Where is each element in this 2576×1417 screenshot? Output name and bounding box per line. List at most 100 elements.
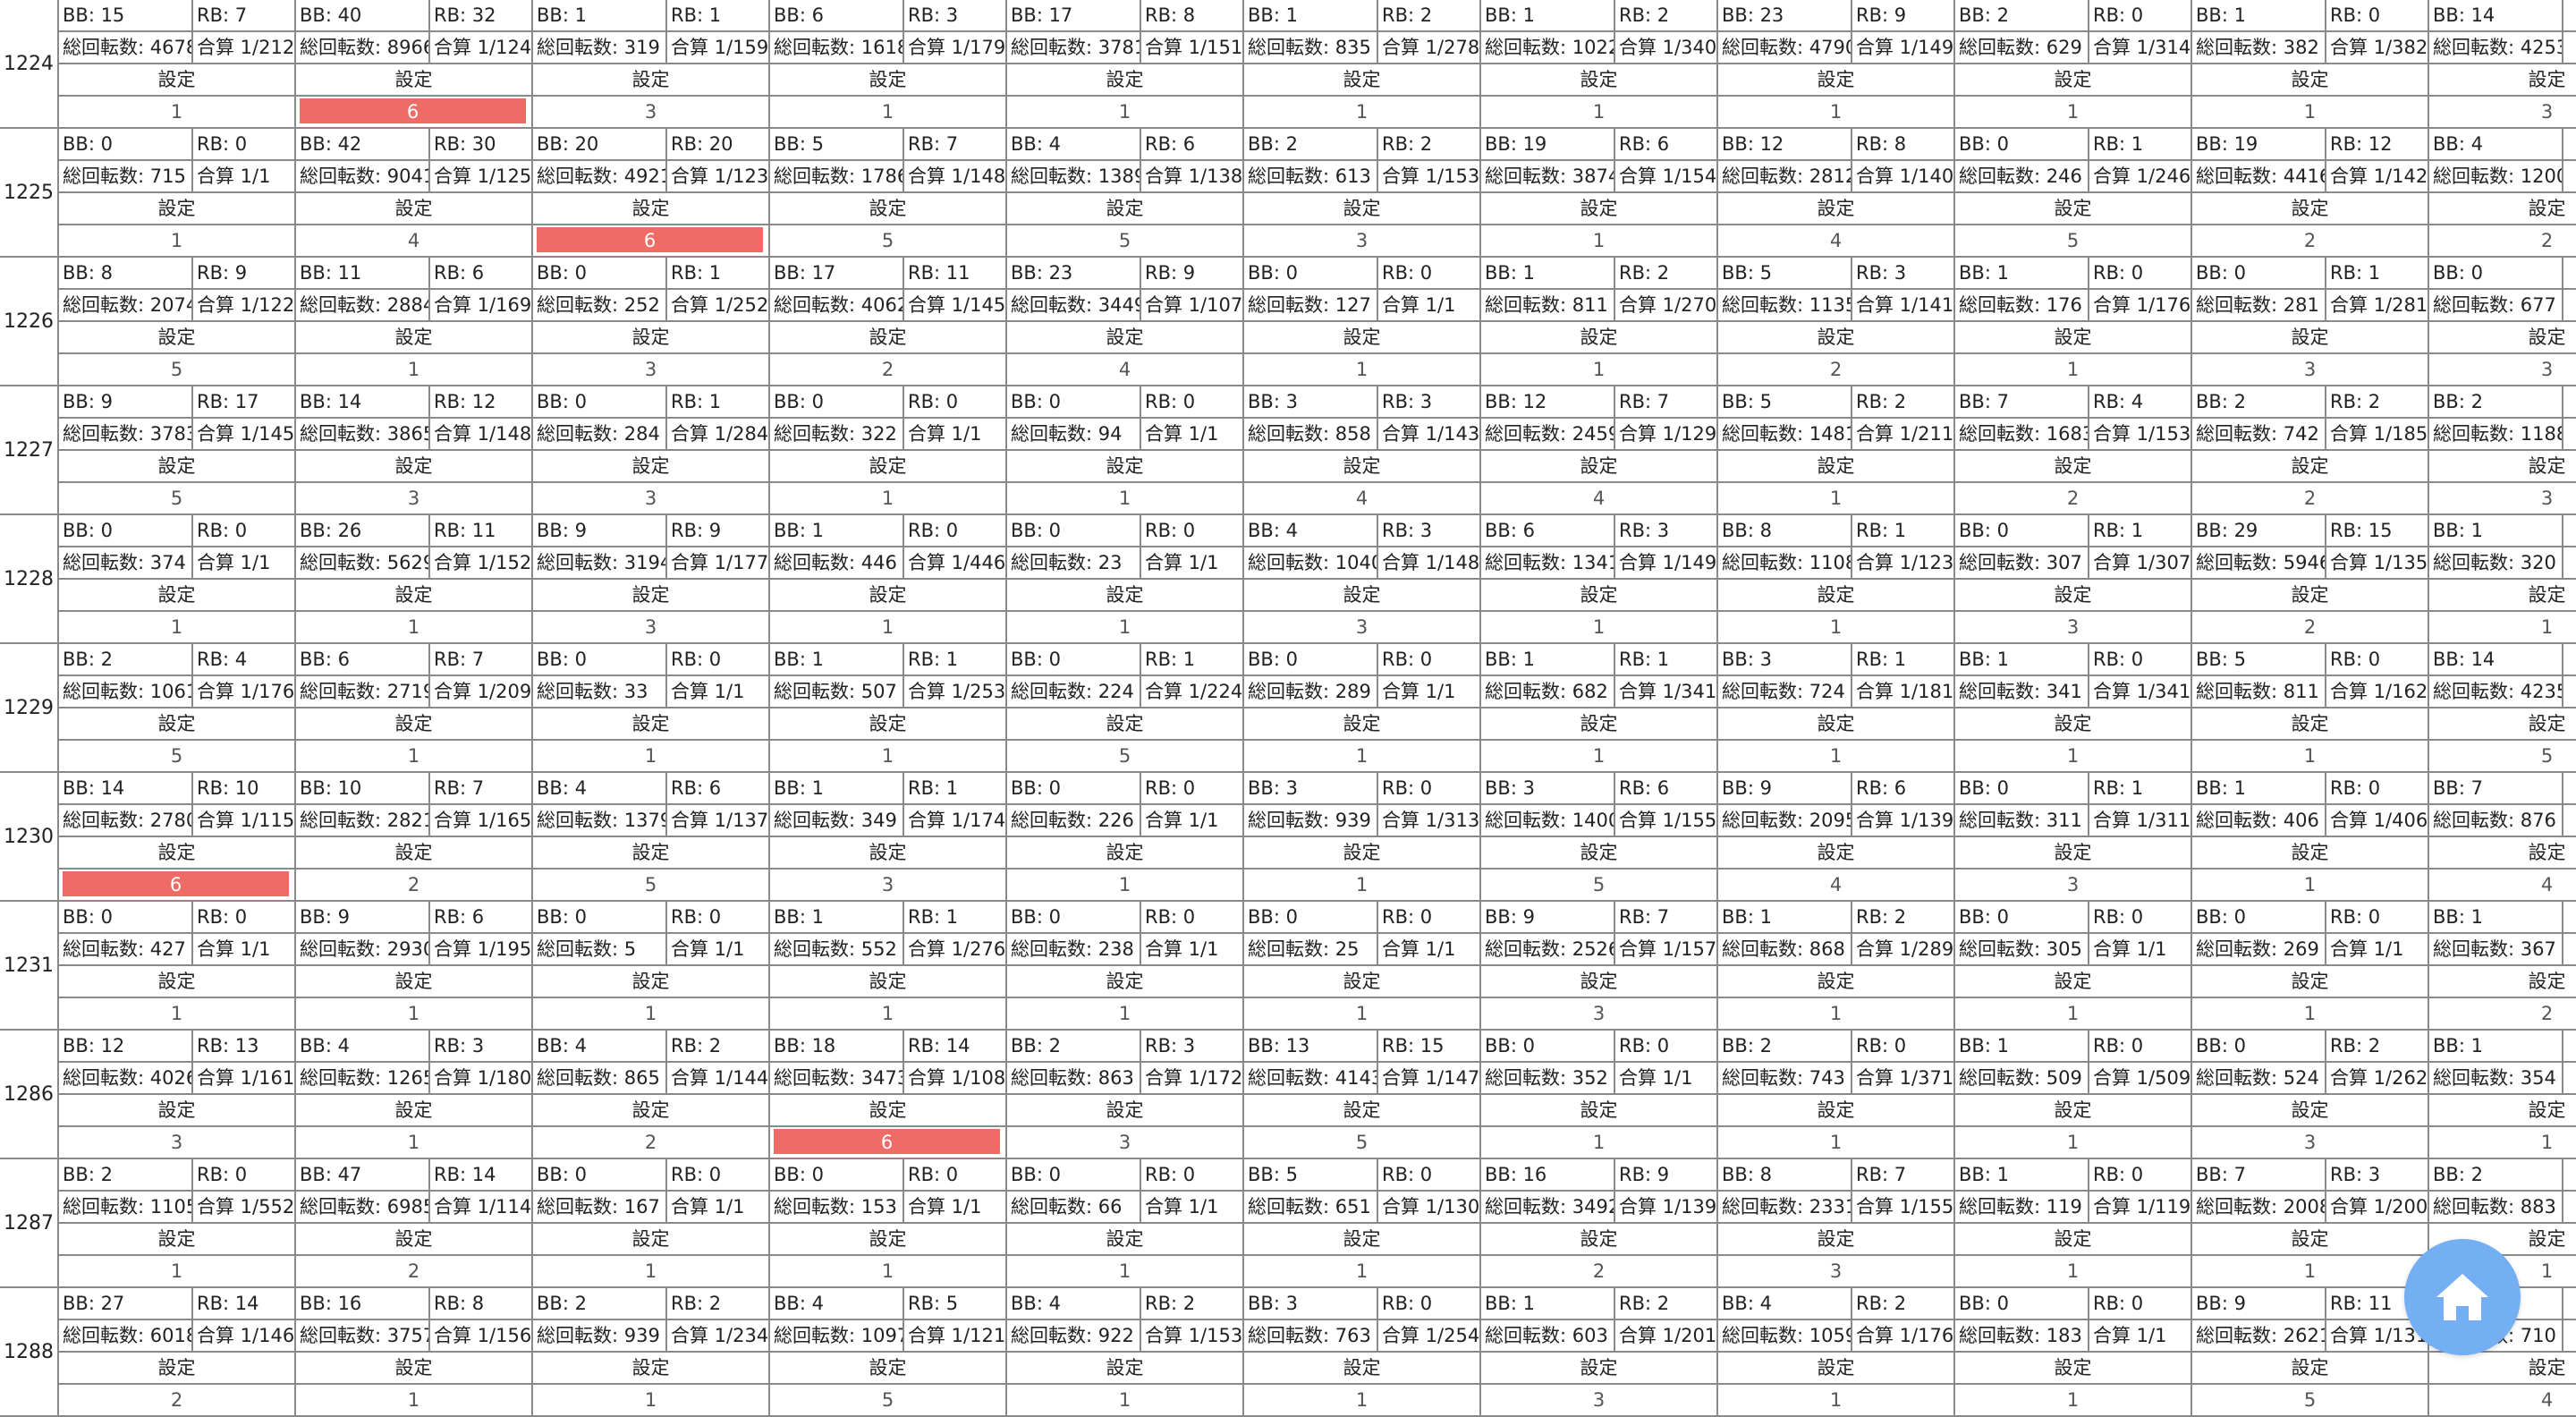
machine-cell[interactable]: BB: 1 RB: 0 総回転数: 509 合算 1/509 設定 1: [1955, 1031, 2192, 1159]
machine-cell[interactable]: BB: 8 RB: 1 総回転数: 1108 合算 1/123 設定 1: [1718, 515, 1955, 644]
machine-cell[interactable]: BB: 16 RB: 8 総回転数: 3757 合算 1/156 設定 1: [296, 1288, 533, 1417]
machine-cell[interactable]: BB: 7 総回転数: 876 設定 4: [2429, 773, 2576, 902]
machine-cell[interactable]: BB: 11 RB: 6 総回転数: 2884 合算 1/169 設定 1: [296, 258, 533, 386]
machine-cell[interactable]: BB: 1 総回転数: 354 設定 1: [2429, 1031, 2576, 1159]
machine-cell[interactable]: BB: 9 RB: 6 総回転数: 2930 合算 1/195 設定 1: [296, 902, 533, 1031]
machine-cell[interactable]: BB: 4 RB: 6 総回転数: 1389 合算 1/138 設定 5: [1007, 129, 1244, 258]
machine-cell[interactable]: BB: 0 RB: 1 総回転数: 246 合算 1/246 設定 5: [1955, 129, 2192, 258]
machine-cell[interactable]: BB: 4 RB: 5 総回転数: 1097 合算 1/121 設定 5: [770, 1288, 1007, 1417]
machine-cell[interactable]: BB: 7 RB: 4 総回転数: 1683 合算 1/153 設定 2: [1955, 386, 2192, 515]
machine-cell[interactable]: BB: 16 RB: 9 総回転数: 3492 合算 1/139 設定 2: [1481, 1159, 1718, 1288]
machine-cell[interactable]: BB: 0 RB: 0 総回転数: 226 合算 1/1 設定 1: [1007, 773, 1244, 902]
machine-cell[interactable]: BB: 1 RB: 2 総回転数: 868 合算 1/289 設定 1: [1718, 902, 1955, 1031]
machine-cell[interactable]: BB: 0 RB: 0 総回転数: 167 合算 1/1 設定 1: [533, 1159, 770, 1288]
machine-cell[interactable]: BB: 6 RB: 3 総回転数: 1341 合算 1/149 設定 1: [1481, 515, 1718, 644]
machine-cell[interactable]: BB: 6 RB: 3 総回転数: 1618 合算 1/179 設定 1: [770, 0, 1007, 129]
machine-cell[interactable]: BB: 3 RB: 0 総回転数: 763 合算 1/254 設定 1: [1244, 1288, 1481, 1417]
machine-cell[interactable]: BB: 6 RB: 7 総回転数: 2719 合算 1/209 設定 1: [296, 644, 533, 773]
machine-cell[interactable]: BB: 1 総回転数: 367 設定 2: [2429, 902, 2576, 1031]
machine-cell[interactable]: BB: 1 RB: 0 総回転数: 382 合算 1/382 設定 1: [2192, 0, 2429, 129]
machine-cell[interactable]: BB: 0 RB: 0 総回転数: 25 合算 1/1 設定 1: [1244, 902, 1481, 1031]
machine-cell[interactable]: BB: 13 RB: 15 総回転数: 4143 合算 1/147 設定 5: [1244, 1031, 1481, 1159]
machine-cell[interactable]: BB: 1 RB: 1 総回転数: 682 合算 1/341 設定 1: [1481, 644, 1718, 773]
machine-cell[interactable]: BB: 10 RB: 7 総回転数: 2821 合算 1/165 設定 2: [296, 773, 533, 902]
machine-cell[interactable]: BB: 0 RB: 1 総回転数: 252 合算 1/252 設定 3: [533, 258, 770, 386]
machine-cell[interactable]: BB: 0 総回転数: 677 設定 3: [2429, 258, 2576, 386]
machine-cell[interactable]: BB: 4 RB: 3 総回転数: 1265 合算 1/180 設定 1: [296, 1031, 533, 1159]
machine-cell[interactable]: BB: 1 RB: 0 総回転数: 446 合算 1/446 設定 1: [770, 515, 1007, 644]
machine-cell[interactable]: BB: 2 RB: 3 総回転数: 863 合算 1/172 設定 3: [1007, 1031, 1244, 1159]
machine-cell[interactable]: BB: 14 総回転数: 4253 設定 3: [2429, 0, 2576, 129]
machine-cell[interactable]: BB: 1 RB: 2 総回転数: 811 合算 1/270 設定 1: [1481, 258, 1718, 386]
machine-cell[interactable]: BB: 1 RB: 1 総回転数: 319 合算 1/159 設定 3: [533, 0, 770, 129]
machine-cell[interactable]: BB: 0 RB: 0 総回転数: 153 合算 1/1 設定 1: [770, 1159, 1007, 1288]
machine-cell[interactable]: BB: 23 RB: 9 総回転数: 3449 合算 1/107 設定 4: [1007, 258, 1244, 386]
machine-cell[interactable]: BB: 23 RB: 9 総回転数: 4790 合算 1/149 設定 1: [1718, 0, 1955, 129]
machine-cell[interactable]: BB: 1 RB: 2 総回転数: 1022 合算 1/340 設定 1: [1481, 0, 1718, 129]
machine-cell[interactable]: BB: 0 RB: 0 総回転数: 94 合算 1/1 設定 1: [1007, 386, 1244, 515]
machine-cell[interactable]: BB: 2 RB: 0 総回転数: 629 合算 1/314 設定 1: [1955, 0, 2192, 129]
machine-cell[interactable]: BB: 1 RB: 0 総回転数: 119 合算 1/119 設定 1: [1955, 1159, 2192, 1288]
machine-cell[interactable]: BB: 7 RB: 3 総回転数: 2008 合算 1/200 設定 1: [2192, 1159, 2429, 1288]
machine-cell[interactable]: BB: 0 RB: 0 総回転数: 33 合算 1/1 設定 1: [533, 644, 770, 773]
machine-cell[interactable]: BB: 19 RB: 6 総回転数: 3874 合算 1/154 設定 1: [1481, 129, 1718, 258]
machine-cell[interactable]: BB: 0 RB: 0 総回転数: 183 合算 1/1 設定 1: [1955, 1288, 2192, 1417]
machine-cell[interactable]: BB: 9 RB: 7 総回転数: 2526 合算 1/157 設定 3: [1481, 902, 1718, 1031]
machine-cell[interactable]: BB: 0 RB: 1 総回転数: 311 合算 1/311 設定 3: [1955, 773, 2192, 902]
machine-cell[interactable]: BB: 14 RB: 10 総回転数: 2780 合算 1/115 設定 6: [59, 773, 296, 902]
machine-cell[interactable]: BB: 2 RB: 0 総回転数: 1105 合算 1/552 設定 1: [59, 1159, 296, 1288]
machine-cell[interactable]: BB: 0 RB: 0 総回転数: 715 合算 1/1 設定 1: [59, 129, 296, 258]
machine-cell[interactable]: BB: 42 RB: 30 総回転数: 9041 合算 1/125 設定 4: [296, 129, 533, 258]
machine-cell[interactable]: BB: 1 RB: 2 総回転数: 835 合算 1/278 設定 1: [1244, 0, 1481, 129]
machine-cell[interactable]: BB: 3 RB: 6 総回転数: 1400 合算 1/155 設定 5: [1481, 773, 1718, 902]
machine-cell[interactable]: BB: 0 RB: 0 総回転数: 66 合算 1/1 設定 1: [1007, 1159, 1244, 1288]
home-button[interactable]: [2404, 1239, 2521, 1355]
machine-cell[interactable]: BB: 8 RB: 7 総回転数: 2331 合算 1/155 設定 3: [1718, 1159, 1955, 1288]
machine-cell[interactable]: BB: 15 RB: 7 総回転数: 4678 合算 1/212 設定 1: [59, 0, 296, 129]
machine-cell[interactable]: BB: 0 RB: 0 総回転数: 427 合算 1/1 設定 1: [59, 902, 296, 1031]
machine-cell[interactable]: BB: 5 RB: 0 総回転数: 651 合算 1/130 設定 1: [1244, 1159, 1481, 1288]
machine-cell[interactable]: BB: 17 RB: 8 総回転数: 3781 合算 1/151 設定 1: [1007, 0, 1244, 129]
machine-cell[interactable]: BB: 0 RB: 0 総回転数: 127 合算 1/1 設定 1: [1244, 258, 1481, 386]
machine-cell[interactable]: BB: 0 RB: 1 総回転数: 281 合算 1/281 設定 3: [2192, 258, 2429, 386]
machine-cell[interactable]: BB: 0 RB: 0 総回転数: 5 合算 1/1 設定 1: [533, 902, 770, 1031]
machine-cell[interactable]: BB: 0 RB: 0 総回転数: 322 合算 1/1 設定 1: [770, 386, 1007, 515]
machine-cell[interactable]: BB: 5 RB: 2 総回転数: 1481 合算 1/211 設定 1: [1718, 386, 1955, 515]
machine-cell[interactable]: BB: 2 RB: 4 総回転数: 1061 合算 1/176 設定 5: [59, 644, 296, 773]
machine-cell[interactable]: BB: 2 RB: 0 総回転数: 743 合算 1/371 設定 1: [1718, 1031, 1955, 1159]
machine-cell[interactable]: BB: 2 RB: 2 総回転数: 939 合算 1/234 設定 1: [533, 1288, 770, 1417]
machine-cell[interactable]: BB: 40 RB: 32 総回転数: 8966 合算 1/124 設定 6: [296, 0, 533, 129]
machine-cell[interactable]: BB: 0 RB: 0 総回転数: 374 合算 1/1 設定 1: [59, 515, 296, 644]
machine-cell[interactable]: BB: 9 RB: 17 総回転数: 3783 合算 1/145 設定 5: [59, 386, 296, 515]
machine-cell[interactable]: BB: 20 RB: 20 総回転数: 4921 合算 1/123 設定 6: [533, 129, 770, 258]
machine-cell[interactable]: BB: 5 RB: 3 総回転数: 1135 合算 1/141 設定 2: [1718, 258, 1955, 386]
machine-cell[interactable]: BB: 4 RB: 2 総回転数: 922 合算 1/153 設定 1: [1007, 1288, 1244, 1417]
machine-cell[interactable]: BB: 27 RB: 14 総回転数: 6018 合算 1/146 設定 2: [59, 1288, 296, 1417]
machine-cell[interactable]: BB: 1 RB: 0 総回転数: 176 合算 1/176 設定 1: [1955, 258, 2192, 386]
machine-cell[interactable]: BB: 12 RB: 7 総回転数: 2459 合算 1/129 設定 4: [1481, 386, 1718, 515]
machine-cell[interactable]: BB: 5 RB: 7 総回転数: 1786 合算 1/148 設定 5: [770, 129, 1007, 258]
machine-cell[interactable]: BB: 9 RB: 11 総回転数: 2621 合算 1/131 設定 5: [2192, 1288, 2429, 1417]
machine-cell[interactable]: BB: 0 RB: 1 総回転数: 224 合算 1/224 設定 5: [1007, 644, 1244, 773]
machine-cell[interactable]: BB: 0 RB: 1 総回転数: 307 合算 1/307 設定 3: [1955, 515, 2192, 644]
machine-cell[interactable]: BB: 3 RB: 3 総回転数: 858 合算 1/143 設定 4: [1244, 386, 1481, 515]
machine-cell[interactable]: BB: 4 総回転数: 1200 設定 2: [2429, 129, 2576, 258]
machine-cell[interactable]: BB: 4 RB: 3 総回転数: 1040 合算 1/148 設定 3: [1244, 515, 1481, 644]
machine-cell[interactable]: BB: 9 RB: 6 総回転数: 2095 合算 1/139 設定 4: [1718, 773, 1955, 902]
machine-cell[interactable]: BB: 19 RB: 12 総回転数: 4416 合算 1/142 設定 2: [2192, 129, 2429, 258]
machine-cell[interactable]: BB: 2 RB: 2 総回転数: 742 合算 1/185 設定 2: [2192, 386, 2429, 515]
machine-cell[interactable]: BB: 14 RB: 12 総回転数: 3865 合算 1/148 設定 3: [296, 386, 533, 515]
machine-cell[interactable]: BB: 0 RB: 0 総回転数: 352 合算 1/1 設定 1: [1481, 1031, 1718, 1159]
machine-cell[interactable]: BB: 1 総回転数: 320 設定 1: [2429, 515, 2576, 644]
machine-cell[interactable]: BB: 47 RB: 14 総回転数: 6985 合算 1/114 設定 2: [296, 1159, 533, 1288]
machine-cell[interactable]: BB: 12 RB: 8 総回転数: 2812 合算 1/140 設定 4: [1718, 129, 1955, 258]
machine-cell[interactable]: BB: 1 RB: 1 総回転数: 507 合算 1/253 設定 1: [770, 644, 1007, 773]
machine-cell[interactable]: BB: 1 RB: 0 総回転数: 341 合算 1/341 設定 1: [1955, 644, 2192, 773]
machine-cell[interactable]: BB: 0 RB: 0 総回転数: 238 合算 1/1 設定 1: [1007, 902, 1244, 1031]
machine-cell[interactable]: BB: 3 RB: 1 総回転数: 724 合算 1/181 設定 1: [1718, 644, 1955, 773]
machine-cell[interactable]: BB: 2 総回転数: 883 設定 1: [2429, 1159, 2576, 1288]
machine-cell[interactable]: BB: 0 RB: 0 総回転数: 23 合算 1/1 設定 1: [1007, 515, 1244, 644]
machine-cell[interactable]: BB: 4 RB: 2 総回転数: 865 合算 1/144 設定 2: [533, 1031, 770, 1159]
machine-cell[interactable]: BB: 3 RB: 0 総回転数: 939 合算 1/313 設定 1: [1244, 773, 1481, 902]
machine-cell[interactable]: BB: 1 RB: 1 総回転数: 349 合算 1/174 設定 3: [770, 773, 1007, 902]
